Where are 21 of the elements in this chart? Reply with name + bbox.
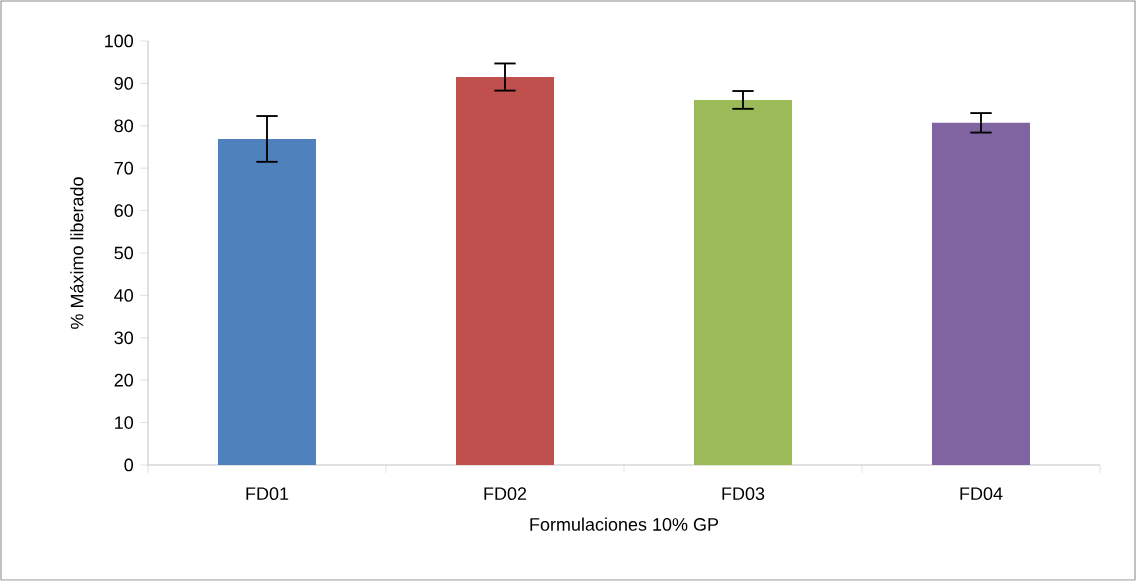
bar (456, 77, 554, 465)
y-tick-label: 40 (114, 289, 134, 302)
y-tick-label: 10 (115, 416, 134, 429)
y-axis-title: % Máximo liberado (70, 177, 84, 329)
bar (218, 138, 317, 465)
y-tick-label: 60 (114, 204, 134, 217)
x-tick-label: FD01 (246, 487, 289, 500)
y-tick-label: 100 (105, 34, 134, 48)
x-tick-label: FD03 (722, 487, 765, 500)
x-tick-label: FD04 (960, 487, 1003, 500)
y-tick-label: 80 (114, 119, 134, 133)
bar (932, 122, 1030, 465)
y-tick-label: 0 (124, 458, 134, 472)
y-tick-label: 20 (114, 373, 134, 387)
bar (694, 99, 792, 465)
y-tick-label: 30 (114, 331, 134, 345)
x-tick-label: FD02 (484, 487, 527, 500)
y-tick-label: 50 (114, 246, 134, 260)
x-axis-title: Formulaciones 10% GP (530, 517, 719, 531)
y-tick-label: 70 (114, 161, 134, 175)
y-tick-label: 90 (114, 77, 134, 90)
